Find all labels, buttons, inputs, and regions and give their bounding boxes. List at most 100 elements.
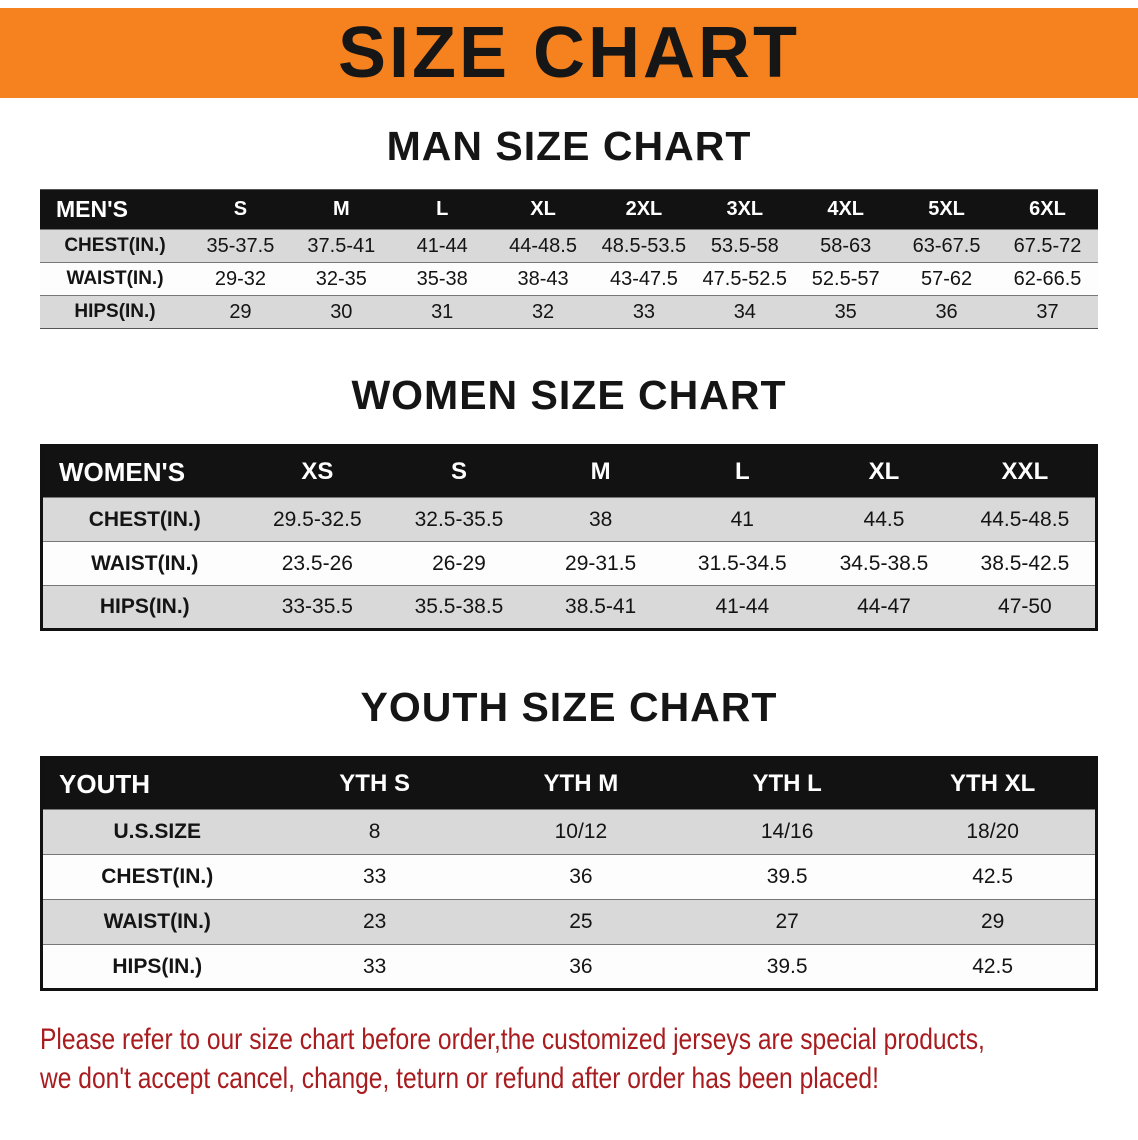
size-value-cell: 41-44 bbox=[715, 595, 770, 619]
measurement-label: CHEST(IN.) bbox=[88, 507, 201, 531]
size-value-cell: 38 bbox=[588, 507, 613, 531]
size-column-header: YTH XL bbox=[890, 757, 1097, 810]
size-value-cell: 47-50 bbox=[998, 595, 1052, 619]
youth-size-table: YOUTH YTH S YTH M YTH L YTH XL U.S.SIZE 8 10/12… bbox=[40, 756, 1098, 992]
size-value-cell: 35-38 bbox=[416, 267, 468, 290]
size-value-cell: 41-44 bbox=[416, 234, 468, 257]
size-value-cell: 42.5 bbox=[972, 954, 1014, 978]
size-value-cell: 36 bbox=[569, 865, 593, 889]
size-value-cell: 35.5-38.5 bbox=[414, 595, 504, 619]
disclaimer-line-1: Please refer to our size chart before or… bbox=[40, 1023, 985, 1057]
size-column-header: L bbox=[671, 445, 814, 498]
measurement-row: CHEST(IN.) 33 36 39.5 42.5 bbox=[41, 854, 1097, 900]
measurement-row: WAIST(IN.) 29-32 32-35 35-38 38-43 43-47.5 47.… bbox=[40, 262, 1098, 296]
size-value-cell: 23.5-26 bbox=[281, 551, 353, 575]
size-value-cell: 26-29 bbox=[432, 551, 486, 575]
size-column-header: 2XL bbox=[593, 189, 695, 230]
size-value-cell: 14/16 bbox=[760, 820, 814, 844]
size-value-cell: 33 bbox=[362, 865, 387, 889]
size-column-header: 4XL bbox=[795, 189, 897, 230]
table-header-row: YOUTH YTH S YTH M YTH L YTH XL bbox=[41, 757, 1097, 810]
women-size-table: WOMEN'S XS S M L XL XXL CHEST(IN.) 29.5-32.5 32.5… bbox=[40, 444, 1098, 632]
measurement-label: HIPS(IN.) bbox=[112, 954, 203, 978]
measurement-row: HIPS(IN.) 33 36 39.5 42.5 bbox=[41, 944, 1097, 990]
men-section-heading: MAN SIZE CHART bbox=[386, 123, 752, 169]
youth-section-heading: YOUTH SIZE CHART bbox=[360, 684, 778, 731]
size-value-cell: 30 bbox=[330, 300, 353, 323]
disclaimer: Please refer to our size chart before or… bbox=[40, 1021, 1138, 1098]
size-value-cell: 33-35.5 bbox=[281, 595, 353, 619]
size-column-header: S bbox=[190, 189, 291, 230]
size-value-cell: 31 bbox=[431, 300, 454, 323]
disclaimer-line-2: we don't accept cancel, change, teturn o… bbox=[40, 1061, 879, 1095]
size-column-header: 5XL bbox=[896, 189, 997, 230]
size-value-cell: 53.5-58 bbox=[710, 234, 779, 257]
measurement-label: U.S.SIZE bbox=[113, 820, 202, 844]
size-column-header: XS bbox=[246, 445, 389, 498]
size-value-cell: 34 bbox=[733, 300, 756, 323]
size-value-cell: 18/20 bbox=[966, 820, 1019, 844]
size-value-cell: 33 bbox=[632, 300, 656, 323]
size-column-header: 3XL bbox=[694, 189, 796, 230]
women-section-heading: WOMEN SIZE CHART bbox=[351, 372, 787, 419]
size-column-header: 6XL bbox=[997, 189, 1098, 230]
size-column-header: M bbox=[529, 445, 672, 498]
size-value-cell: 29 bbox=[980, 910, 1005, 934]
size-column-header: YTH L bbox=[684, 757, 891, 810]
size-value-cell: 34.5-38.5 bbox=[839, 551, 929, 575]
size-column-header: YTH S bbox=[271, 757, 478, 810]
size-value-cell: 32 bbox=[531, 300, 555, 323]
men-size-table: MEN'S S M L XL 2XL 3XL 4XL 5XL 6XL CHEST(IN.) 35-37… bbox=[40, 189, 1098, 330]
size-value-cell: 58-63 bbox=[820, 234, 872, 257]
size-column-header: YTH M bbox=[477, 757, 684, 810]
size-value-cell: 32-35 bbox=[315, 267, 367, 290]
size-value-cell: 36 bbox=[569, 954, 593, 978]
measurement-label: CHEST(IN.) bbox=[101, 865, 214, 889]
size-value-cell: 29-31.5 bbox=[565, 551, 637, 575]
measurement-row: HIPS(IN.) 33-35.5 35.5-38.5 38.5-41 41-44 44-… bbox=[41, 585, 1097, 630]
table-title-cell: YOUTH bbox=[41, 757, 272, 810]
measurement-row: WAIST(IN.) 23.5-26 26-29 29-31.5 31.5-34.5 34… bbox=[41, 541, 1097, 586]
table-title-cell: MEN'S bbox=[40, 189, 190, 230]
size-value-cell: 29 bbox=[229, 300, 252, 323]
size-value-cell: 44-47 bbox=[857, 595, 911, 619]
size-value-cell: 35 bbox=[834, 300, 857, 323]
measurement-label: CHEST(IN.) bbox=[64, 235, 166, 257]
size-value-cell: 25 bbox=[569, 910, 593, 934]
measurement-label: WAIST(IN.) bbox=[103, 910, 211, 934]
size-value-cell: 44-48.5 bbox=[509, 234, 577, 257]
size-value-cell: 10/12 bbox=[554, 820, 608, 844]
measurement-row: CHEST(IN.) 29.5-32.5 32.5-35.5 38 41 44.5 44.5… bbox=[41, 497, 1097, 542]
size-column-header: XL bbox=[813, 445, 955, 498]
size-value-cell: 32.5-35.5 bbox=[414, 507, 504, 531]
banner: SIZE CHART bbox=[0, 8, 1138, 98]
size-value-cell: 23 bbox=[362, 910, 387, 934]
size-value-cell: 37.5-41 bbox=[307, 234, 376, 257]
size-chart-content: MAN SIZE CHART MEN'S S M L XL 2XL 3XL 4XL 5XL 6XL… bbox=[0, 123, 1138, 992]
size-value-cell: 48.5-53.5 bbox=[601, 234, 687, 257]
size-value-cell: 44.5 bbox=[863, 507, 905, 531]
size-value-cell: 27 bbox=[775, 910, 799, 934]
measurement-row: CHEST(IN.) 35-37.5 37.5-41 41-44 44-48.5 48.5… bbox=[40, 229, 1098, 263]
table-header-row: WOMEN'S XS S M L XL XXL bbox=[41, 445, 1097, 498]
size-value-cell: 8 bbox=[368, 820, 381, 844]
size-value-cell: 38.5-42.5 bbox=[980, 551, 1070, 575]
size-value-cell: 33 bbox=[362, 954, 387, 978]
size-value-cell: 36 bbox=[935, 300, 958, 323]
size-value-cell: 35-37.5 bbox=[206, 234, 275, 257]
size-value-cell: 62-66.5 bbox=[1013, 267, 1082, 290]
size-value-cell: 47.5-52.5 bbox=[702, 267, 788, 290]
table-header-row: MEN'S S M L XL 2XL 3XL 4XL 5XL 6XL bbox=[40, 189, 1098, 230]
measurement-label: WAIST(IN.) bbox=[91, 551, 199, 575]
table-title-cell: WOMEN'S bbox=[41, 445, 247, 498]
size-column-header: S bbox=[388, 445, 530, 498]
size-value-cell: 67.5-72 bbox=[1013, 234, 1082, 257]
size-column-header: M bbox=[290, 189, 392, 230]
size-column-header: XXL bbox=[954, 445, 1097, 498]
measurement-label: HIPS(IN.) bbox=[99, 595, 190, 619]
section-women: WOMEN SIZE CHART WOMEN'S XS S M L XL XXL CHEST(… bbox=[0, 372, 1138, 632]
size-value-cell: 38-43 bbox=[517, 267, 569, 290]
size-value-cell: 31.5-34.5 bbox=[697, 551, 787, 575]
measurement-label: WAIST(IN.) bbox=[66, 268, 164, 290]
size-value-cell: 29.5-32.5 bbox=[272, 507, 362, 531]
